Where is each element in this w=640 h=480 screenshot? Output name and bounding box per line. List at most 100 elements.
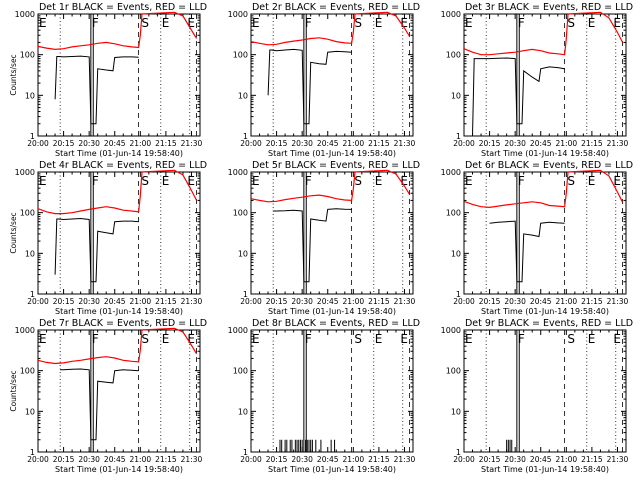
- series-line-lld: [463, 169, 624, 209]
- region-label: F: [92, 16, 99, 30]
- chart-title: Det 7r BLACK = Events, RED = LLD: [39, 318, 207, 329]
- plot-frame: [37, 171, 201, 295]
- x-tick-label: 20:15: [266, 139, 288, 148]
- region-label: E: [613, 16, 621, 30]
- x-tick-label: 20:15: [479, 139, 501, 148]
- x-tick-label: 20:15: [53, 139, 75, 148]
- x-tick-label: 21:30: [181, 139, 203, 148]
- x-tick-label: 20:45: [104, 455, 126, 464]
- x-tick-label: 21:15: [155, 297, 177, 306]
- region-label: S: [141, 174, 149, 188]
- series-line-events: [273, 208, 352, 283]
- x-tick-label: 20:00: [27, 455, 49, 464]
- x-tick-label: 21:30: [607, 297, 629, 306]
- x-tick-label: 21:00: [556, 297, 578, 306]
- x-tick-label: 20:00: [240, 139, 262, 148]
- x-tick-label: 20:00: [453, 455, 475, 464]
- series-line-lld: [250, 169, 411, 203]
- y-tick-label: 10: [451, 407, 461, 416]
- region-label: E: [187, 332, 195, 346]
- x-tick-label: 21:15: [368, 455, 390, 464]
- y-tick-label: 1000: [441, 168, 461, 177]
- y-tick-label: 10: [451, 91, 461, 100]
- x-tick-label: 21:00: [556, 455, 578, 464]
- x-tick-label: 20:45: [530, 297, 552, 306]
- x-tick-label: 21:00: [556, 139, 578, 148]
- y-tick-label: 1: [456, 290, 461, 299]
- y-tick-label: 100: [446, 367, 461, 376]
- x-tick-label: 21:00: [130, 455, 152, 464]
- region-label: F: [92, 332, 99, 346]
- y-tick-label: 1000: [15, 326, 35, 335]
- chart-det-2: Det 2r BLACK = Events, RED = LLD 1 10 100 10…: [228, 2, 420, 158]
- chart-det-8: Det 8r BLACK = Events, RED = LLD 1 10 100 10…: [228, 318, 420, 474]
- x-tick-label: 21:30: [181, 297, 203, 306]
- region-label: E: [375, 332, 383, 346]
- x-axis-label: Start Time (01-Jun-14 19:58:40): [481, 149, 609, 158]
- x-tick-label: 21:30: [394, 297, 416, 306]
- y-tick-label: 10: [25, 91, 35, 100]
- x-axis-label: Start Time (01-Jun-14 19:58:40): [481, 307, 609, 316]
- region-label: E: [375, 16, 383, 30]
- y-tick-label: 1000: [228, 326, 248, 335]
- region-label: E: [162, 16, 170, 30]
- region-label: E: [39, 16, 47, 30]
- y-tick-label: 1000: [441, 10, 461, 19]
- x-tick-label: 20:15: [53, 455, 75, 464]
- chart-title: Det 5r BLACK = Events, RED = LLD: [252, 160, 420, 171]
- x-tick-label: 21:00: [343, 455, 365, 464]
- x-tick-label: 21:30: [607, 139, 629, 148]
- region-label: E: [162, 332, 170, 346]
- region-label: E: [400, 332, 408, 346]
- region-label: E: [252, 332, 260, 346]
- x-tick-label: 20:30: [291, 297, 313, 306]
- region-label: E: [465, 174, 473, 188]
- y-tick-label: 1000: [15, 168, 35, 177]
- series-line-lld: [37, 169, 198, 215]
- x-tick-label: 21:15: [155, 139, 177, 148]
- x-axis-label: Start Time (01-Jun-14 19:58:40): [268, 149, 396, 158]
- region-label: E: [252, 16, 260, 30]
- x-tick-label: 20:00: [27, 297, 49, 306]
- chart-title: Det 4r BLACK = Events, RED = LLD: [39, 160, 207, 171]
- y-tick-label: 1: [243, 290, 248, 299]
- x-tick-label: 21:30: [607, 455, 629, 464]
- y-tick-label: 1: [243, 448, 248, 457]
- region-label: E: [187, 174, 195, 188]
- y-tick-label: 10: [238, 249, 248, 258]
- region-label: F: [518, 174, 525, 188]
- series-line-lld: [37, 327, 198, 365]
- region-label: F: [305, 16, 312, 30]
- x-tick-label: 20:45: [317, 455, 339, 464]
- x-tick-label: 20:45: [317, 297, 339, 306]
- y-tick-label: 100: [446, 51, 461, 60]
- series-line-events: [267, 48, 352, 125]
- x-tick-label: 20:15: [266, 455, 288, 464]
- series-line-events: [60, 368, 139, 441]
- region-label: E: [400, 16, 408, 30]
- x-tick-label: 20:30: [291, 139, 313, 148]
- y-tick-label: 1: [30, 132, 35, 141]
- y-tick-label: 1: [30, 448, 35, 457]
- region-label: E: [400, 174, 408, 188]
- x-tick-label: 20:30: [78, 297, 100, 306]
- region-label: S: [354, 16, 362, 30]
- x-tick-label: 21:15: [581, 455, 603, 464]
- x-tick-label: 20:45: [530, 455, 552, 464]
- region-label: S: [354, 332, 362, 346]
- plot-frame: [37, 329, 201, 453]
- y-tick-label: 10: [238, 407, 248, 416]
- chart-det-6: Det 6r BLACK = Events, RED = LLD 1 10 100 10…: [441, 160, 633, 316]
- chart-det-3: Det 3r BLACK = Events, RED = LLD 1 10 100 10…: [441, 2, 633, 158]
- region-label: S: [567, 332, 575, 346]
- y-tick-label: 1000: [228, 10, 248, 19]
- y-tick-label: 1: [30, 290, 35, 299]
- x-tick-label: 20:00: [453, 297, 475, 306]
- chart-det-9: Det 9r BLACK = Events, RED = LLD 1 10 100 10…: [441, 318, 633, 474]
- x-tick-label: 21:15: [581, 139, 603, 148]
- x-axis-label: Start Time (01-Jun-14 19:58:40): [55, 149, 183, 158]
- region-label: F: [518, 16, 525, 30]
- x-tick-label: 21:30: [181, 455, 203, 464]
- series-line-lld: [463, 11, 624, 56]
- x-tick-label: 21:15: [581, 297, 603, 306]
